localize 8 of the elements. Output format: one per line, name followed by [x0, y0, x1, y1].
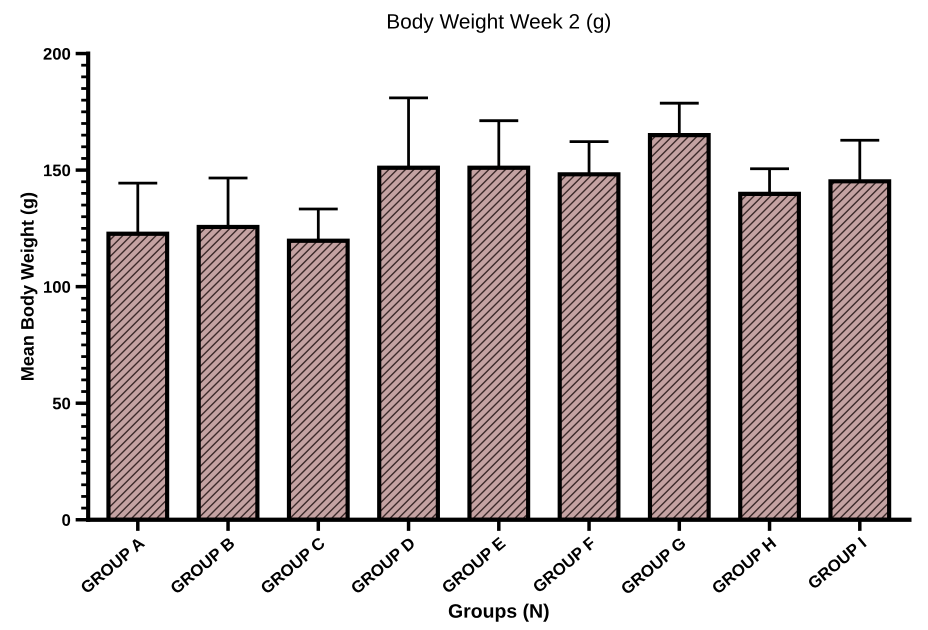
y-tick-label: 0 — [62, 514, 70, 526]
y-tick-label: 200 — [44, 48, 70, 60]
chart-title: Body Weight Week 2 (g) — [388, 13, 610, 33]
y-tick-label: 100 — [44, 281, 70, 293]
y-axis-title: Mean Body Weight (g) — [20, 192, 38, 380]
y-tick-label: 50 — [52, 398, 70, 410]
x-axis-title: Groups (N) — [448, 604, 549, 622]
y-tick-label: 150 — [44, 164, 70, 176]
